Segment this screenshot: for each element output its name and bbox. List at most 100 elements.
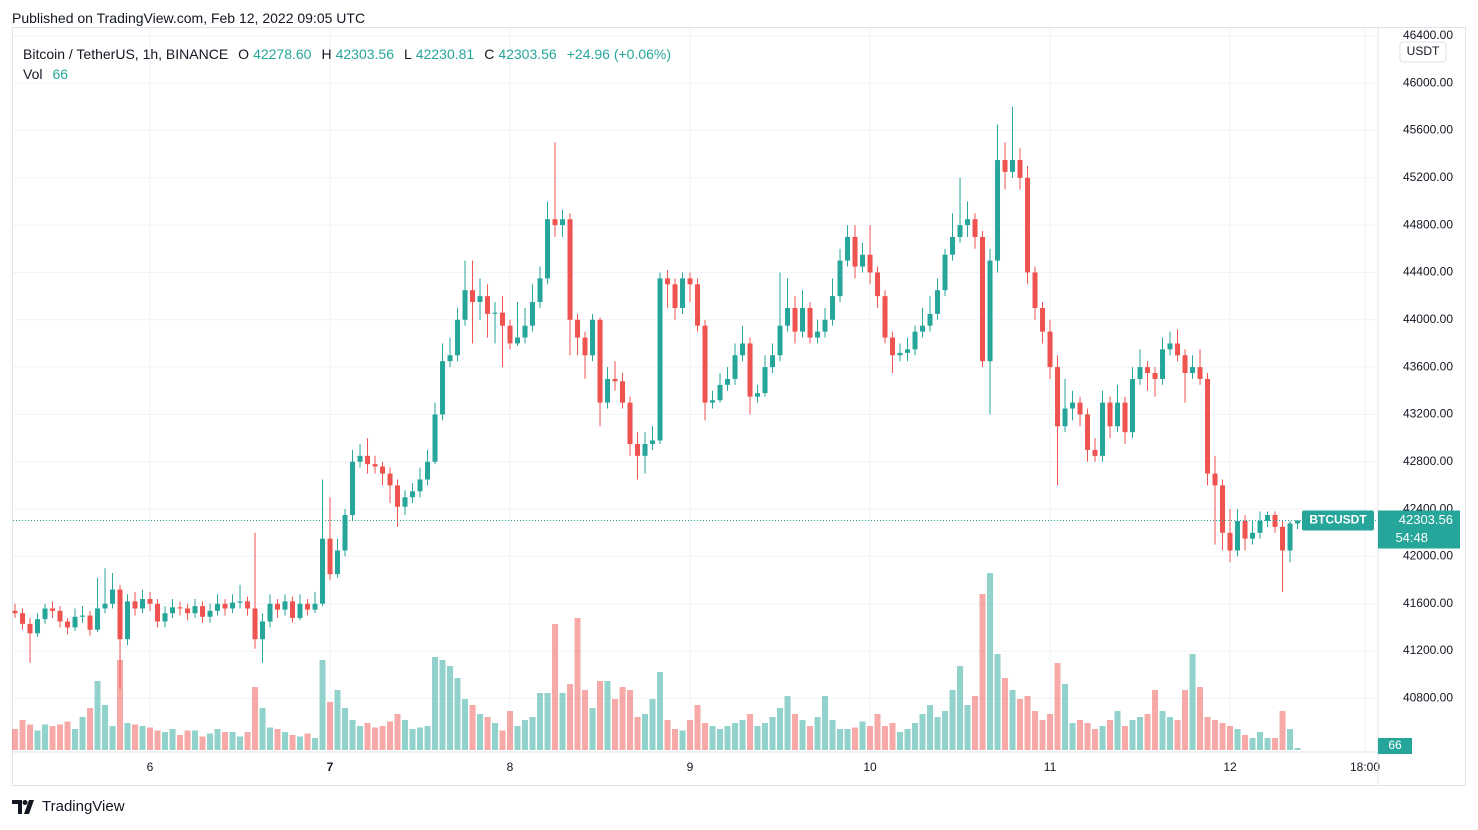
candle-body	[927, 313, 933, 326]
candle-body	[365, 455, 371, 465]
volume-tag-bg	[1378, 738, 1412, 754]
volume-bar	[717, 729, 724, 750]
volume-bar	[1009, 690, 1016, 750]
volume-bar	[492, 723, 499, 750]
x-tick-label: 18:00	[1350, 760, 1380, 774]
candle-body	[710, 400, 716, 403]
candle-body	[837, 260, 843, 297]
candle-body	[1055, 367, 1061, 427]
candle-body	[590, 319, 596, 356]
volume-bar	[694, 705, 701, 750]
candle-body	[260, 621, 266, 640]
volume-bar	[769, 717, 776, 750]
l-label: L	[404, 46, 412, 62]
candle-body	[312, 603, 318, 610]
candle-body	[147, 599, 153, 604]
volume-bar	[222, 732, 229, 750]
volume-bar	[1077, 720, 1084, 750]
volume-bar	[552, 624, 559, 750]
candle-body	[905, 349, 911, 353]
candle-body	[87, 615, 93, 630]
volume-bar	[994, 654, 1001, 750]
volume-bar	[42, 724, 49, 750]
candle-body	[957, 225, 963, 237]
volume-bar	[27, 724, 34, 750]
volume-bar	[649, 699, 656, 750]
candle-body	[335, 550, 341, 575]
candle-body	[852, 236, 858, 267]
candle-body	[882, 296, 888, 338]
volume-bar	[544, 693, 551, 750]
volume-bar	[904, 729, 911, 750]
volume-bar	[1107, 720, 1114, 750]
candle-body	[207, 610, 213, 617]
volume-bar	[1032, 711, 1039, 750]
candle-body	[597, 319, 603, 403]
currency-bg	[1399, 41, 1447, 63]
candle-body	[1280, 526, 1286, 551]
candle-body	[770, 355, 776, 368]
candle-body	[1070, 402, 1076, 409]
candle-body	[830, 296, 836, 320]
volume-bar	[934, 717, 941, 750]
candle-body	[357, 455, 363, 462]
volume-bar	[1249, 738, 1256, 750]
candle-body	[972, 219, 978, 237]
candle-body	[1182, 355, 1188, 374]
volume-bar	[597, 681, 604, 750]
volume-bar	[919, 714, 926, 750]
volume-bar	[1002, 678, 1009, 750]
candle-body	[762, 367, 768, 394]
volume-bar	[1047, 714, 1054, 750]
volume-bar	[1084, 723, 1091, 750]
volume-bar	[604, 681, 611, 750]
candle-body	[1092, 449, 1098, 456]
candle-body	[627, 402, 633, 445]
candle-body	[1160, 349, 1166, 379]
candle-body	[740, 343, 746, 356]
volume-bar	[589, 708, 596, 750]
candle-body	[162, 613, 168, 622]
candle-body	[72, 616, 78, 628]
volume-bar	[177, 735, 184, 750]
volume-bar	[949, 690, 956, 750]
l-value: 42230.81	[415, 46, 475, 62]
volume-bar	[207, 733, 214, 750]
volume-bar	[334, 690, 341, 750]
candle-body	[1197, 367, 1203, 379]
candle-body	[567, 219, 573, 320]
candle-body	[215, 603, 221, 611]
volume-bar	[867, 726, 874, 750]
volume-bar	[319, 660, 326, 750]
volume-bar	[192, 730, 199, 750]
volume-bar	[372, 727, 379, 750]
logo	[12, 799, 34, 814]
candle-body	[942, 254, 948, 291]
candle-body	[395, 485, 401, 507]
candle-body	[860, 254, 866, 267]
candle-body	[807, 307, 813, 338]
candle-body	[110, 589, 116, 604]
volume-bar	[72, 729, 79, 750]
volume-bar	[312, 738, 319, 750]
volume-bar	[387, 721, 394, 750]
volume-bar	[484, 717, 491, 750]
candle-body	[702, 325, 708, 403]
volume-bar	[462, 699, 469, 750]
volume-bar	[1122, 726, 1129, 750]
candle-body	[785, 307, 791, 326]
volume-bar	[792, 714, 799, 750]
y-tick-label: 41200.00	[1403, 643, 1453, 657]
volume-bar	[1189, 654, 1196, 750]
volume-bar	[12, 729, 19, 750]
symbol: Bitcoin / TetherUS, 1h, BINANCE	[23, 46, 229, 62]
candle-body	[995, 160, 1001, 261]
candle-body	[1250, 532, 1256, 539]
volume-bar	[439, 660, 446, 750]
candle-body	[965, 219, 971, 226]
candle-body	[447, 355, 453, 362]
candle-body	[897, 352, 903, 356]
volume-bar	[342, 708, 349, 750]
candle-body	[327, 538, 333, 575]
candle-body	[1220, 485, 1226, 533]
